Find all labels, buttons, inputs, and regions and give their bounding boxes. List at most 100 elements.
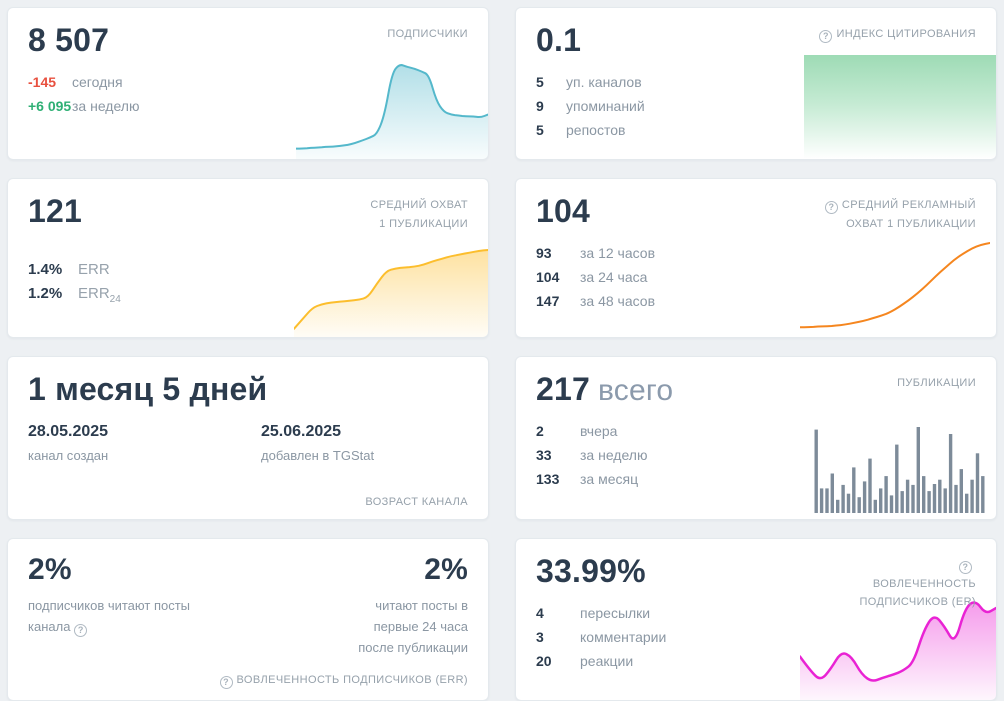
err-right-block: 2% читают посты в первые 24 часа после п… [346, 553, 468, 658]
channel-age-card: 1 месяц 5 дней 28.05.2025 канал создан 2… [7, 356, 489, 520]
publications-card-title: ПУБЛИКАЦИИ [897, 377, 976, 389]
publications-week-value: 33 [536, 447, 552, 463]
ad-reach-24h-value: 104 [536, 269, 560, 285]
citation-index-title-text: ИНДЕКС ЦИТИРОВАНИЯ [836, 28, 976, 40]
subscribers-count: 8 507 [28, 22, 110, 58]
er-title-text: ВОВЛЕЧЕННОСТЬ ПОДПИСЧИКОВ (ER) [859, 577, 976, 609]
avg-reach-value: 121 [28, 193, 82, 229]
citation-index-card-title: ? ИНДЕКС ЦИТИРОВАНИЯ [819, 25, 976, 44]
avg-ad-reach-stats: 93 за 12 часов 104 за 24 часа 147 за 48 … [536, 241, 976, 313]
avg-ad-reach-value: 104 [536, 193, 590, 229]
publications-month-row: 133 за месяц [536, 467, 976, 491]
er-comments-row: 3 комментарии [536, 625, 976, 649]
help-icon[interactable]: ? [824, 201, 838, 214]
publications-yesterday-row: 2 вчера [536, 419, 976, 443]
citation-index-stats: 5 уп. каналов 9 упоминаний 5 репостов [536, 70, 976, 142]
ad-reach-48h-value: 147 [536, 293, 560, 309]
publications-yesterday-value: 2 [536, 423, 544, 439]
publications-yesterday-label: вчера [580, 423, 618, 439]
citation-index-card: 0.1 ? ИНДЕКС ЦИТИРОВАНИЯ 5 уп. каналов 9 … [515, 7, 997, 160]
publications-month-label: за месяц [580, 471, 639, 487]
publications-week-label: за неделю [580, 447, 648, 463]
citation-reposts-value: 5 [536, 122, 544, 138]
avg-reach-stats: 1.4% ERR 1.2% ERR24 [28, 258, 468, 312]
err-label: ERR [78, 261, 110, 278]
ad-reach-48h-label: за 48 часов [580, 293, 656, 309]
channel-age-footer-label: ВОЗРАСТ КАНАЛА [365, 496, 468, 508]
er-forwards-row: 4 пересылки [536, 601, 976, 625]
subscribers-today-label: сегодня [72, 74, 123, 90]
subscribers-card: 8 507 ПОДПИСЧИКИ -145 сегодня +6 095 за … [7, 7, 489, 160]
citation-mentions-value: 9 [536, 98, 544, 114]
er-engagement-card: 33.99% ? ВОВЛЕЧЕННОСТЬ ПОДПИСЧИКОВ (ER) 4… [515, 538, 997, 701]
help-icon[interactable]: ? [959, 561, 972, 574]
ad-reach-12h-value: 93 [536, 245, 552, 261]
publications-total-suffix: всего [598, 374, 674, 407]
er-reactions-value: 20 [536, 653, 552, 669]
err-right-label: читают посты в первые 24 часа после публ… [358, 598, 468, 655]
er-reactions-row: 20 реакции [536, 649, 976, 673]
citation-channels-value: 5 [536, 74, 544, 90]
citation-index-value: 0.1 [536, 22, 582, 58]
ad-reach-48h-row: 147 за 48 часов [536, 289, 976, 313]
err-row: 1.4% ERR [28, 258, 468, 282]
subscribers-week-value: +6 095 [28, 98, 72, 114]
help-icon[interactable]: ? [219, 676, 233, 689]
citation-mentions-row: 9 упоминаний [536, 94, 976, 118]
err-footer-text: ВОВЛЕЧЕННОСТЬ ПОДПИСЧИКОВ (ERR) [236, 674, 468, 686]
citation-channels-row: 5 уп. каналов [536, 70, 976, 94]
avg-reach-card-title: СРЕДНИЙ ОХВАТ 1 ПУБЛИКАЦИИ [370, 199, 468, 230]
subscribers-week-row: +6 095 за неделю [28, 94, 468, 118]
publications-total: 217 всего [536, 371, 674, 407]
ad-reach-12h-row: 93 за 12 часов [536, 241, 976, 265]
citation-reposts-row: 5 репостов [536, 118, 976, 142]
er-forwards-label: пересылки [580, 605, 651, 621]
err-engagement-card: 2% подписчиков читают посты канала ? 2% … [7, 538, 489, 701]
help-icon[interactable]: ? [74, 624, 88, 637]
er-value: 33.99% [536, 553, 646, 589]
citation-mentions-label: упоминаний [566, 98, 645, 114]
ad-reach-24h-label: за 24 часа [580, 269, 648, 285]
err-right-value: 2% [424, 553, 468, 586]
subscribers-week-label: за неделю [72, 98, 140, 114]
er-card-title: ? ВОВЛЕЧЕННОСТЬ ПОДПИСЧИКОВ (ER) [856, 556, 976, 612]
avg-ad-reach-card-title: ? СРЕДНИЙ РЕКЛАМНЫЙ ОХВАТ 1 ПУБЛИКАЦИИ [811, 196, 976, 233]
channel-dates: 28.05.2025 канал создан 25.06.2025 добав… [28, 423, 468, 463]
created-date: 28.05.2025 [28, 423, 109, 440]
avg-ad-reach-card: 104 ? СРЕДНИЙ РЕКЛАМНЫЙ ОХВАТ 1 ПУБЛИКАЦИ… [515, 178, 997, 338]
ad-reach-24h-row: 104 за 24 часа [536, 265, 976, 289]
channel-age-value: 1 месяц 5 дней [28, 371, 268, 407]
added-date-col: 25.06.2025 добавлен в TGStat [261, 423, 488, 463]
er-forwards-value: 4 [536, 605, 544, 621]
citation-reposts-label: репостов [566, 122, 626, 138]
ad-reach-12h-label: за 12 часов [580, 245, 656, 261]
err-left-value: 2% [28, 553, 72, 586]
created-date-col: 28.05.2025 канал создан [28, 423, 261, 463]
created-date-label: канал создан [28, 448, 109, 463]
subscribers-stats: -145 сегодня +6 095 за неделю [28, 70, 468, 118]
publications-month-value: 133 [536, 471, 560, 487]
err24-label: ERR24 [78, 285, 121, 305]
er-reactions-label: реакции [580, 653, 634, 669]
publications-card: 217 всего ПУБЛИКАЦИИ 2 вчера 33 за неделю… [515, 356, 997, 520]
added-date: 25.06.2025 [261, 423, 342, 440]
subscribers-today-value: -145 [28, 74, 57, 90]
err24-row: 1.2% ERR24 [28, 282, 468, 312]
err-left-label: подписчиков читают посты канала ? [28, 598, 191, 637]
err-value: 1.4% [28, 261, 63, 278]
help-icon[interactable]: ? [819, 30, 833, 43]
er-comments-value: 3 [536, 629, 544, 645]
citation-channels-label: уп. каналов [566, 74, 642, 90]
er-comments-label: комментарии [580, 629, 667, 645]
added-date-label: добавлен в TGStat [261, 448, 375, 463]
err-left-block: 2% подписчиков читают посты канала ? [28, 553, 223, 637]
subscribers-card-title: ПОДПИСЧИКИ [387, 28, 468, 40]
avg-ad-reach-title-text: СРЕДНИЙ РЕКЛАМНЫЙ ОХВАТ 1 ПУБЛИКАЦИИ [841, 199, 976, 230]
subscribers-today-row: -145 сегодня [28, 70, 468, 94]
err24-value: 1.2% [28, 285, 63, 302]
err-footer-label: ? ВОВЛЕЧЕННОСТЬ ПОДПИСЧИКОВ (ERR) [219, 674, 468, 689]
publications-stats: 2 вчера 33 за неделю 133 за месяц [536, 419, 976, 491]
avg-reach-card: 121 СРЕДНИЙ ОХВАТ 1 ПУБЛИКАЦИИ 1.4% ERR … [7, 178, 489, 338]
citation-gradient-chart [804, 55, 996, 159]
